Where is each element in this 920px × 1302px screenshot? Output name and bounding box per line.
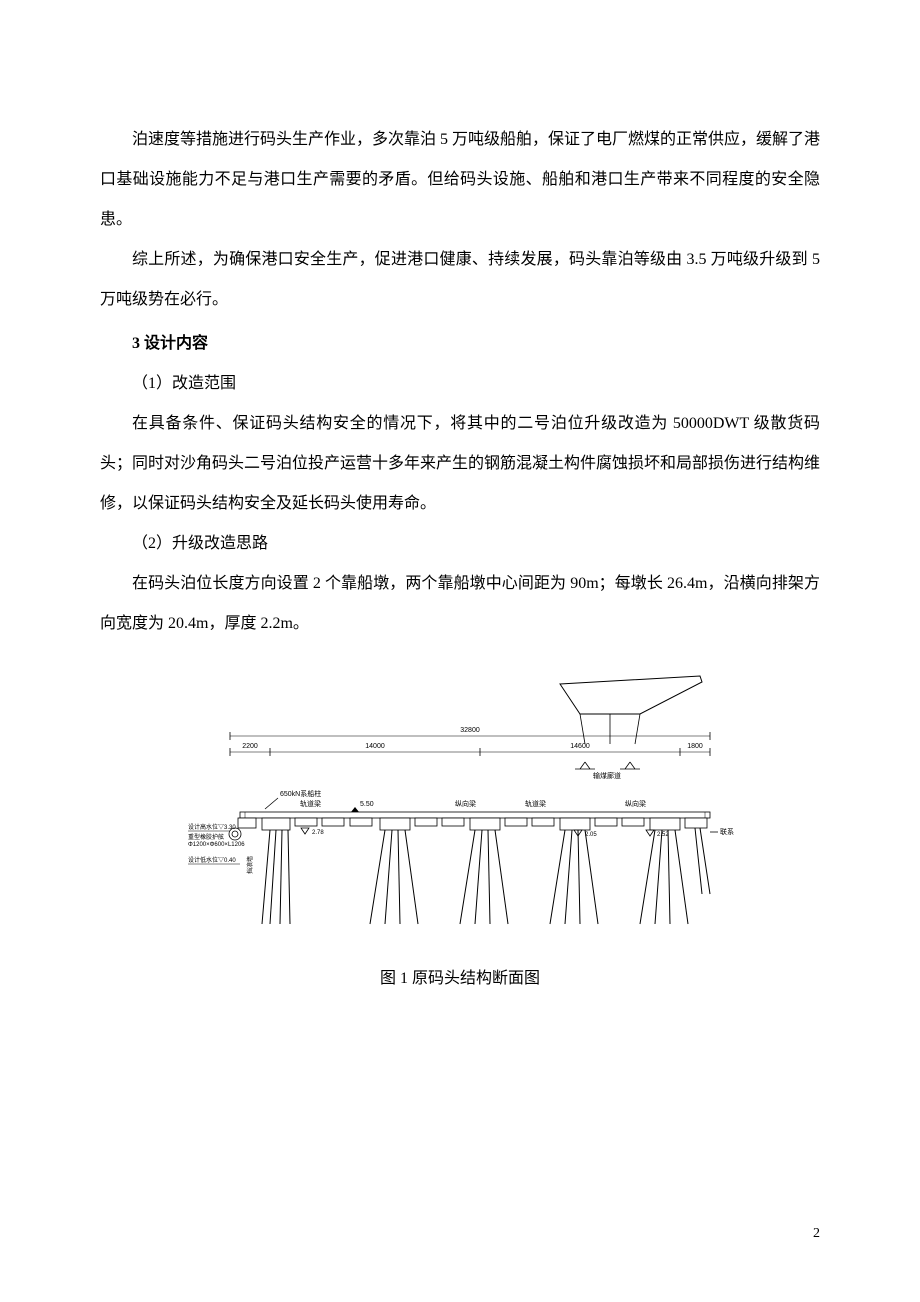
label-level4: 2.52 — [657, 832, 669, 838]
label-crane: 650kN系船柱 — [280, 789, 321, 798]
heading-3: 3 设计内容 — [100, 324, 820, 364]
label-beam3: 轨道梁 — [525, 799, 546, 808]
label-waterlevel1: 设计高水位▽3.30 — [188, 823, 236, 831]
label-beam2: 纵向梁 — [455, 799, 476, 808]
paragraph-2: 综上所述，为确保港口安全生产，促进港口健康、持续发展，码头靠泊等级由 3.5 万… — [100, 240, 820, 320]
dim-3: 14600 — [570, 743, 590, 750]
figure-1-diagram: 32800 2200 14000 14600 1800 — [180, 674, 740, 934]
label-right: 联系 — [720, 827, 734, 836]
paragraph-1: 泊速度等措施进行码头生产作业，多次靠泊 5 万吨级船舶，保证了电厂燃煤的正常供应… — [100, 120, 820, 240]
page-number: 2 — [813, 1226, 820, 1242]
label-waterlevel2: 设计低水位▽0.40 — [188, 856, 236, 864]
dim-1: 2200 — [242, 743, 258, 750]
figure-1-caption: 图 1 原码头结构断面图 — [100, 964, 820, 988]
conveyor-gallery-icon — [575, 762, 640, 769]
paragraph-4: 在码头泊位长度方向设置 2 个靠船墩，两个靠船墩中心间距为 90m；每墩长 26… — [100, 564, 820, 644]
label-fender2: Φ1200×Φ600×L1206 — [188, 842, 245, 848]
paragraph-3: 在具备条件、保证码头结构安全的情况下，将其中的二号泊位升级改造为 50000DW… — [100, 404, 820, 524]
level-triangle-icon — [351, 807, 359, 812]
dim-4: 1800 — [687, 743, 703, 750]
document-content: 泊速度等措施进行码头生产作业，多次靠泊 5 万吨级船舶，保证了电厂燃煤的正常供应… — [100, 120, 820, 644]
label-beam1: 轨道梁 — [300, 799, 321, 808]
subheading-1: （1）改造范围 — [100, 364, 820, 404]
subheading-2: （2）升级改造思路 — [100, 524, 820, 564]
label-beam4: 纵向梁 — [625, 799, 646, 808]
dim-2: 14000 — [365, 743, 385, 750]
dim-total: 32800 — [460, 727, 480, 734]
figure-1-container: 32800 2200 14000 14600 1800 — [100, 674, 820, 988]
label-side: 挡浪墙 — [246, 856, 254, 874]
label-level1: 5.50 — [360, 801, 374, 808]
label-level3: 2.05 — [585, 832, 597, 838]
level-triangle-icon — [301, 828, 309, 834]
level-triangle-icon — [646, 830, 654, 836]
label-level2: 2.78 — [312, 830, 324, 836]
label-track: 输煤廊道 — [593, 771, 621, 780]
label-fender: 重型橡胶护舷 — [188, 833, 224, 841]
